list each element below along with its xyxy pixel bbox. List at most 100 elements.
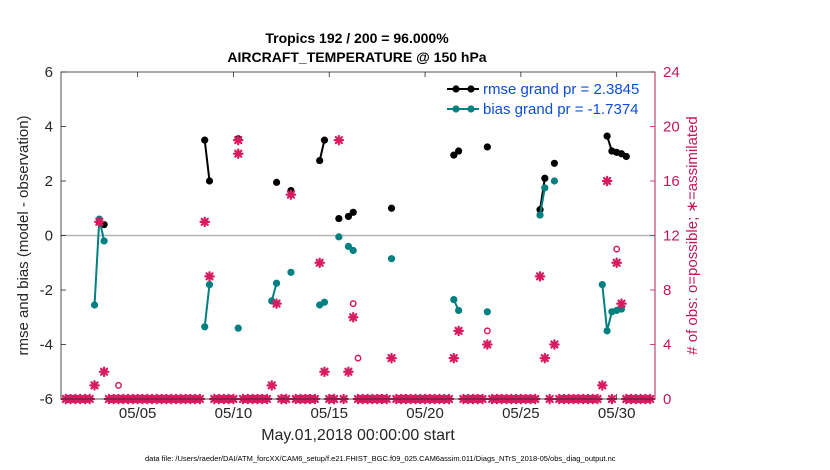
y-tick-label: -2	[40, 282, 53, 299]
assimilated-marker	[98, 366, 110, 378]
rmse-point	[550, 159, 559, 167]
rmse-point	[622, 152, 630, 161]
y-tick-label: 0	[45, 228, 53, 245]
y-right-tick-label: 0	[663, 391, 671, 408]
rmse-line	[203, 140, 211, 182]
assimilated-marker	[534, 271, 546, 282]
y-tick-label: 6	[45, 64, 53, 81]
y-axis-label-right: # of obs: o=possible; ∗=assimilated	[684, 116, 701, 355]
rmse-point	[316, 156, 324, 165]
bias-point	[598, 280, 606, 289]
bias-point	[541, 184, 549, 192]
y-right-tick-label: 4	[663, 337, 671, 354]
rmse-line	[539, 178, 546, 210]
bias-point	[201, 323, 209, 331]
assimilated-marker	[232, 148, 244, 160]
y-right-tick-label: 12	[663, 228, 680, 245]
rmse-point	[603, 132, 611, 140]
y-tick-label: -6	[40, 391, 53, 408]
rmse-point	[349, 208, 357, 216]
assimilated-marker	[285, 189, 297, 200]
legend-bias-marker	[452, 105, 460, 113]
possible-marker	[613, 245, 621, 253]
bias-point	[272, 279, 281, 287]
assimilated-marker	[271, 298, 282, 309]
x-tick-label: 05/25	[502, 405, 540, 422]
bias-point	[603, 327, 611, 335]
bias-point	[454, 306, 463, 315]
assimilated-marker	[448, 352, 460, 364]
bias-point	[205, 280, 214, 289]
x-tick-label: 05/30	[598, 405, 636, 422]
bias-point	[617, 305, 626, 313]
y-axis-label: rmse and bias (model - observation)	[15, 115, 32, 355]
assimilated-marker	[343, 366, 354, 378]
assimilated-marker	[453, 325, 464, 337]
bias-line	[203, 284, 211, 327]
bias-point	[320, 298, 329, 306]
y-right-tick-label: 24	[663, 64, 680, 81]
assimilated-marker	[232, 134, 244, 146]
assimilated-marker	[266, 380, 278, 391]
assimilated-marker	[319, 366, 330, 378]
possible-marker	[349, 300, 357, 308]
rmse-point	[272, 178, 281, 186]
assimilated-marker	[616, 298, 627, 309]
assimilated-marker	[549, 339, 560, 350]
bias-point	[349, 246, 357, 255]
possible-marker	[115, 381, 122, 389]
assimilated-marker	[204, 271, 215, 282]
rmse-point	[335, 215, 343, 223]
rmse-point	[344, 212, 353, 221]
bias-point	[536, 211, 544, 219]
bias-point	[234, 324, 242, 332]
y-right-tick-label: 16	[663, 173, 680, 190]
x-tick-label: 05/10	[215, 405, 253, 422]
bias-point	[287, 268, 295, 276]
assimilated-marker	[94, 216, 105, 228]
assimilated-marker	[482, 339, 493, 350]
x-axis-label: May.01,2018 00:00:00 start	[261, 427, 455, 444]
bias-point	[550, 177, 559, 185]
y-right-tick-label: 20	[663, 119, 680, 136]
rmse-point	[387, 204, 396, 212]
rmse-point	[541, 174, 549, 182]
assimilated-marker	[333, 134, 345, 146]
assimilated-marker	[597, 380, 608, 391]
legend-bias-marker	[467, 105, 475, 113]
assimilated-marker	[601, 175, 613, 187]
y-tick-label: 4	[45, 119, 53, 136]
rmse-point	[205, 177, 214, 185]
rmse-point	[450, 151, 458, 159]
y-tick-label: -4	[40, 337, 53, 354]
bias-point	[90, 301, 99, 309]
rmse-point	[483, 143, 491, 151]
x-tick-label: 05/15	[310, 405, 348, 422]
rmse-point	[201, 136, 209, 144]
rmse-point	[454, 147, 463, 155]
x-tick-label: 05/05	[119, 405, 157, 422]
legend-box	[442, 77, 651, 119]
legend: rmse grand pr = 2.3845 bias grand pr = -…	[442, 77, 651, 119]
assimilated-marker	[611, 257, 622, 269]
legend-rmse-marker	[467, 85, 475, 93]
footnote: data file: /Users/raeder/DAI/ATM_forcXX/…	[145, 454, 616, 463]
bias-point	[450, 295, 458, 304]
legend-bias-label: bias grand pr = -1.7374	[483, 101, 639, 118]
bias-point	[387, 255, 396, 263]
x-tick-label: 05/20	[406, 405, 444, 422]
assimilated-marker	[199, 216, 211, 228]
possible-marker	[483, 327, 491, 335]
rmse-point	[320, 136, 329, 144]
bias-point	[335, 233, 343, 241]
assimilated-marker	[386, 352, 397, 364]
bias-point	[100, 237, 108, 245]
bias-line	[539, 187, 546, 216]
assimilated-marker	[539, 352, 551, 364]
assimilated-marker	[314, 257, 325, 269]
legend-rmse-marker	[452, 85, 460, 93]
bias-point	[483, 308, 491, 316]
assimilated-marker	[347, 311, 359, 323]
assimilated-marker	[89, 380, 100, 391]
